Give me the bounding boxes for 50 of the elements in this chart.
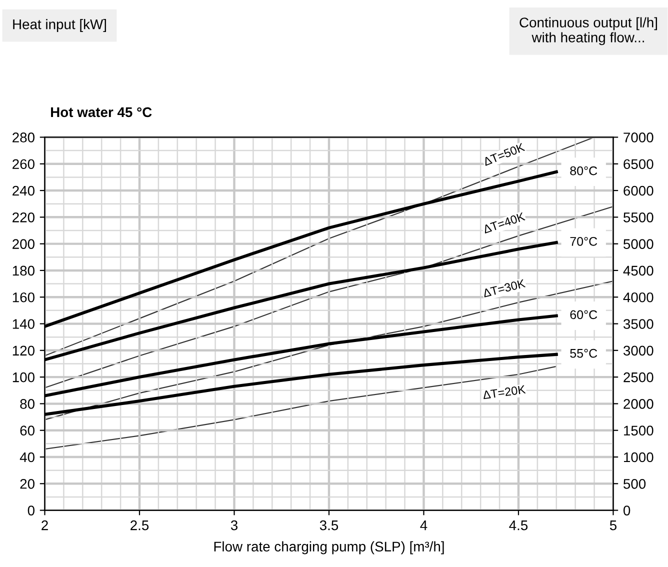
- x-tick-label: 4.5: [509, 520, 528, 530]
- series-label: 60°C: [570, 310, 598, 320]
- y2-tick-label: 5500: [624, 212, 654, 222]
- text: Continuous output [l/h] with heating flow...: [520, 17, 657, 46]
- x-tick-label: 2: [42, 520, 48, 530]
- x-tick-label: 2.5: [130, 520, 149, 530]
- y2-tick-label: 3500: [623, 319, 654, 329]
- y-tick-label: 140: [12, 319, 34, 329]
- y-tick-label: 240: [12, 186, 34, 196]
- y2-tick-label: 6500: [624, 159, 654, 170]
- y-tick-label: 100: [12, 372, 34, 382]
- y-tick-label: 200: [12, 239, 34, 249]
- y-tick-label: 60: [20, 426, 34, 436]
- text: Heat input [kW]: [13, 19, 106, 32]
- x-tick-label: 3: [230, 520, 238, 530]
- y-tick-label: 40: [20, 452, 34, 462]
- y-tick-label: 80: [20, 399, 34, 409]
- y2-tick-label: 500: [624, 478, 646, 489]
- series-label: 70°C: [570, 236, 598, 246]
- series-label: 80°C: [570, 166, 598, 176]
- y-tick-label: 280: [12, 132, 34, 142]
- y-tick-label: 220: [12, 212, 34, 222]
- y2-tick-label: 6000: [624, 186, 654, 196]
- y2-tick-label: 4500: [623, 266, 654, 276]
- y-tick-label: 260: [12, 159, 34, 170]
- line-series: [44, 280, 614, 420]
- y2-tick-label: 4000: [623, 292, 654, 302]
- x-axis-title: Flow rate charging pump (SLP) [m³/h]: [214, 541, 444, 554]
- y2-tick-label: 2500: [624, 372, 654, 382]
- y-tick-label: 0: [28, 506, 34, 516]
- y2-tick-label: 2000: [624, 399, 654, 409]
- x-tick-label: 3.5: [320, 520, 338, 530]
- y2-tick-label: 5000: [624, 239, 654, 249]
- text: ΔT=20K: [482, 385, 526, 400]
- text: ΔT=30K: [482, 278, 526, 298]
- line-series: [44, 137, 595, 356]
- y-tick-label: 180: [12, 266, 34, 276]
- y-tick-label: 120: [12, 346, 34, 356]
- chart-title: Hot water 45 °C: [51, 107, 152, 118]
- y2-tick-label: 3000: [623, 346, 654, 356]
- y2-tick-label: 1000: [624, 452, 654, 462]
- y2-tick-label: 1500: [624, 426, 654, 436]
- y-tick-label: 20: [20, 478, 34, 489]
- y2-tick-label: 0: [623, 506, 630, 516]
- x-tick-label: 5: [610, 520, 617, 530]
- line-series: [44, 366, 557, 450]
- y2-tick-label: 7000: [624, 132, 654, 142]
- y-tick-label: 160: [12, 292, 34, 302]
- series-label: 55°C: [570, 348, 598, 358]
- x-tick-label: 4: [420, 520, 428, 530]
